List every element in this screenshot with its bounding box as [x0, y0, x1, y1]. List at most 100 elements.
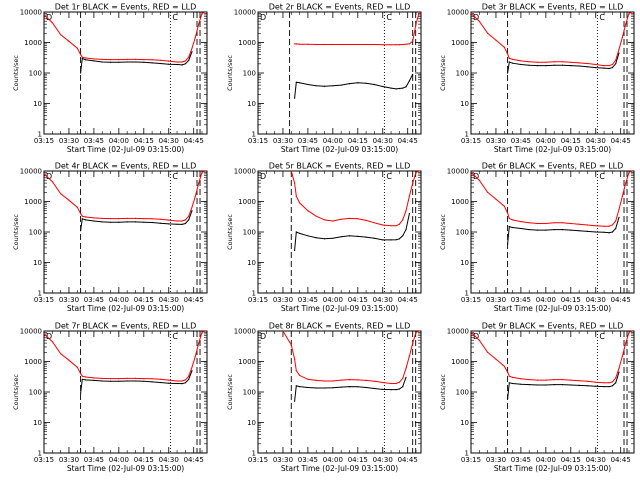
data-point — [168, 60, 170, 62]
x-tick-label: 03:45 — [84, 137, 104, 145]
data-point — [184, 219, 186, 221]
data-point — [412, 73, 414, 75]
data-point — [402, 43, 404, 46]
data-point — [520, 227, 522, 230]
data-point — [405, 86, 407, 88]
x-tick-label: 04:00 — [323, 137, 343, 145]
data-point — [191, 210, 193, 212]
data-point — [194, 355, 196, 357]
x-tick-label: 04:15 — [134, 296, 154, 304]
data-point — [395, 225, 397, 227]
data-point — [608, 232, 610, 234]
data-point — [357, 386, 359, 388]
x-tick-label: 04:45 — [398, 137, 418, 145]
data-point — [478, 339, 480, 341]
data-point — [323, 238, 326, 240]
x-tick-label: 03:30 — [273, 296, 293, 304]
plot-frame — [43, 11, 208, 135]
data-point — [184, 222, 186, 225]
data-point — [188, 219, 190, 221]
data-point — [561, 222, 564, 224]
series-events — [507, 52, 620, 74]
data-point — [528, 229, 530, 231]
y-tick-label: 10 — [247, 419, 256, 427]
data-point — [93, 60, 95, 62]
data-point — [348, 217, 351, 219]
data-point — [151, 221, 153, 224]
data-point — [415, 23, 417, 25]
data-point — [198, 23, 200, 25]
data-point — [332, 220, 334, 222]
y-tick-label: 10000 — [234, 168, 256, 176]
data-point — [508, 382, 510, 384]
data-point — [608, 386, 610, 388]
data-point — [315, 215, 317, 217]
data-point — [118, 218, 120, 220]
x-tick-label: 03:45 — [84, 296, 104, 304]
x-tick-label: 04:15 — [561, 137, 581, 145]
y-tick-label: 10000 — [447, 9, 469, 17]
data-point — [188, 215, 190, 217]
data-point — [340, 379, 342, 381]
data-point — [143, 378, 145, 380]
data-point — [621, 195, 624, 197]
chart-panel-5: Det 5r BLACK = Events, RED = LLD 1 10 100 10… — [226, 162, 422, 313]
data-point — [570, 229, 572, 231]
y-tick-label: 100 — [456, 70, 469, 78]
series-line-events — [294, 74, 414, 99]
data-point — [93, 377, 95, 379]
corner-marker-d: D — [260, 172, 266, 181]
y-tick-label: 1000 — [451, 198, 469, 206]
data-point — [348, 43, 351, 46]
data-point — [151, 59, 153, 61]
x-tick-label: 03:45 — [511, 137, 531, 145]
data-point — [545, 384, 547, 386]
data-point — [595, 385, 597, 387]
data-point — [204, 12, 206, 13]
x-tick-label: 04:30 — [586, 296, 606, 304]
data-point — [340, 386, 342, 388]
data-point — [608, 382, 610, 384]
data-point — [188, 56, 190, 58]
data-point — [365, 386, 367, 389]
y-tick-label: 10 — [33, 259, 42, 267]
data-point — [373, 222, 375, 224]
data-point — [290, 344, 292, 346]
data-point — [101, 380, 103, 382]
data-point — [390, 225, 392, 227]
data-point — [628, 331, 630, 333]
data-point — [294, 182, 296, 184]
data-point — [118, 59, 120, 61]
data-point — [168, 63, 170, 65]
y-tick-label: 10 — [33, 100, 42, 108]
corner-marker-c: C — [386, 13, 392, 22]
data-point — [508, 57, 510, 60]
data-point — [357, 43, 359, 46]
plot-frame — [43, 170, 208, 294]
data-point — [194, 195, 196, 197]
data-point — [373, 237, 375, 239]
data-point — [611, 224, 614, 226]
data-point — [615, 382, 617, 384]
data-point — [615, 227, 617, 230]
data-point — [80, 373, 82, 375]
data-point — [307, 235, 309, 237]
x-tick-label: 03:15 — [34, 456, 54, 464]
x-tick-label: 03:15 — [34, 137, 54, 145]
data-point — [168, 223, 170, 225]
panel-title: Det 1r BLACK = Events, RED = LLD — [55, 3, 197, 12]
data-point — [495, 39, 497, 41]
data-point — [332, 237, 334, 239]
y-axis-label: Counts/sec — [12, 374, 20, 410]
data-point — [536, 379, 539, 381]
data-point — [299, 386, 301, 388]
data-point — [528, 384, 530, 386]
data-point — [405, 43, 407, 45]
data-point — [408, 355, 410, 357]
data-point — [412, 342, 414, 344]
data-point — [315, 237, 317, 239]
data-point — [487, 32, 489, 34]
corner-marker-d: D — [260, 332, 266, 341]
plot-frame — [470, 11, 635, 135]
data-point — [402, 219, 404, 221]
